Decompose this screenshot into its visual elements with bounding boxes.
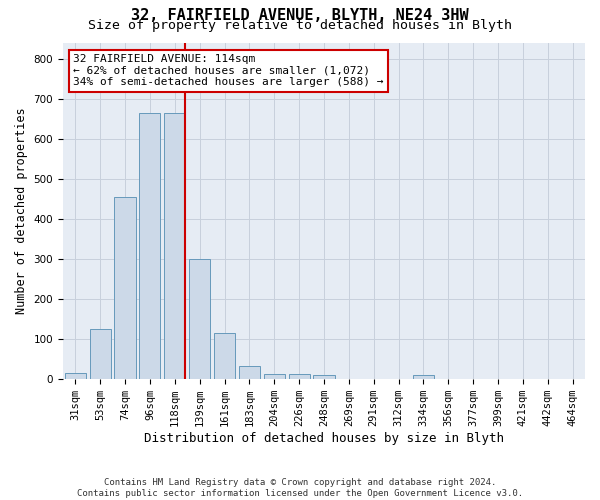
Bar [189, 259, 210, 379]
Text: 32 FAIRFIELD AVENUE: 114sqm
← 62% of detached houses are smaller (1,072)
34% of : 32 FAIRFIELD AVENUE: 114sqm ← 62% of det… [73, 54, 384, 88]
Text: Size of property relative to detached houses in Blyth: Size of property relative to detached ho… [88, 19, 512, 32]
Text: Contains HM Land Registry data © Crown copyright and database right 2024.
Contai: Contains HM Land Registry data © Crown c… [77, 478, 523, 498]
Bar [115, 197, 136, 379]
Bar [289, 374, 310, 379]
Bar [313, 375, 335, 379]
Bar [214, 333, 235, 379]
Bar [89, 329, 111, 379]
Bar [65, 373, 86, 379]
Bar [164, 112, 185, 379]
Bar [139, 112, 160, 379]
Bar [263, 374, 285, 379]
X-axis label: Distribution of detached houses by size in Blyth: Distribution of detached houses by size … [144, 432, 504, 445]
Bar [239, 366, 260, 379]
Text: 32, FAIRFIELD AVENUE, BLYTH, NE24 3HW: 32, FAIRFIELD AVENUE, BLYTH, NE24 3HW [131, 8, 469, 22]
Y-axis label: Number of detached properties: Number of detached properties [15, 108, 28, 314]
Bar [413, 375, 434, 379]
